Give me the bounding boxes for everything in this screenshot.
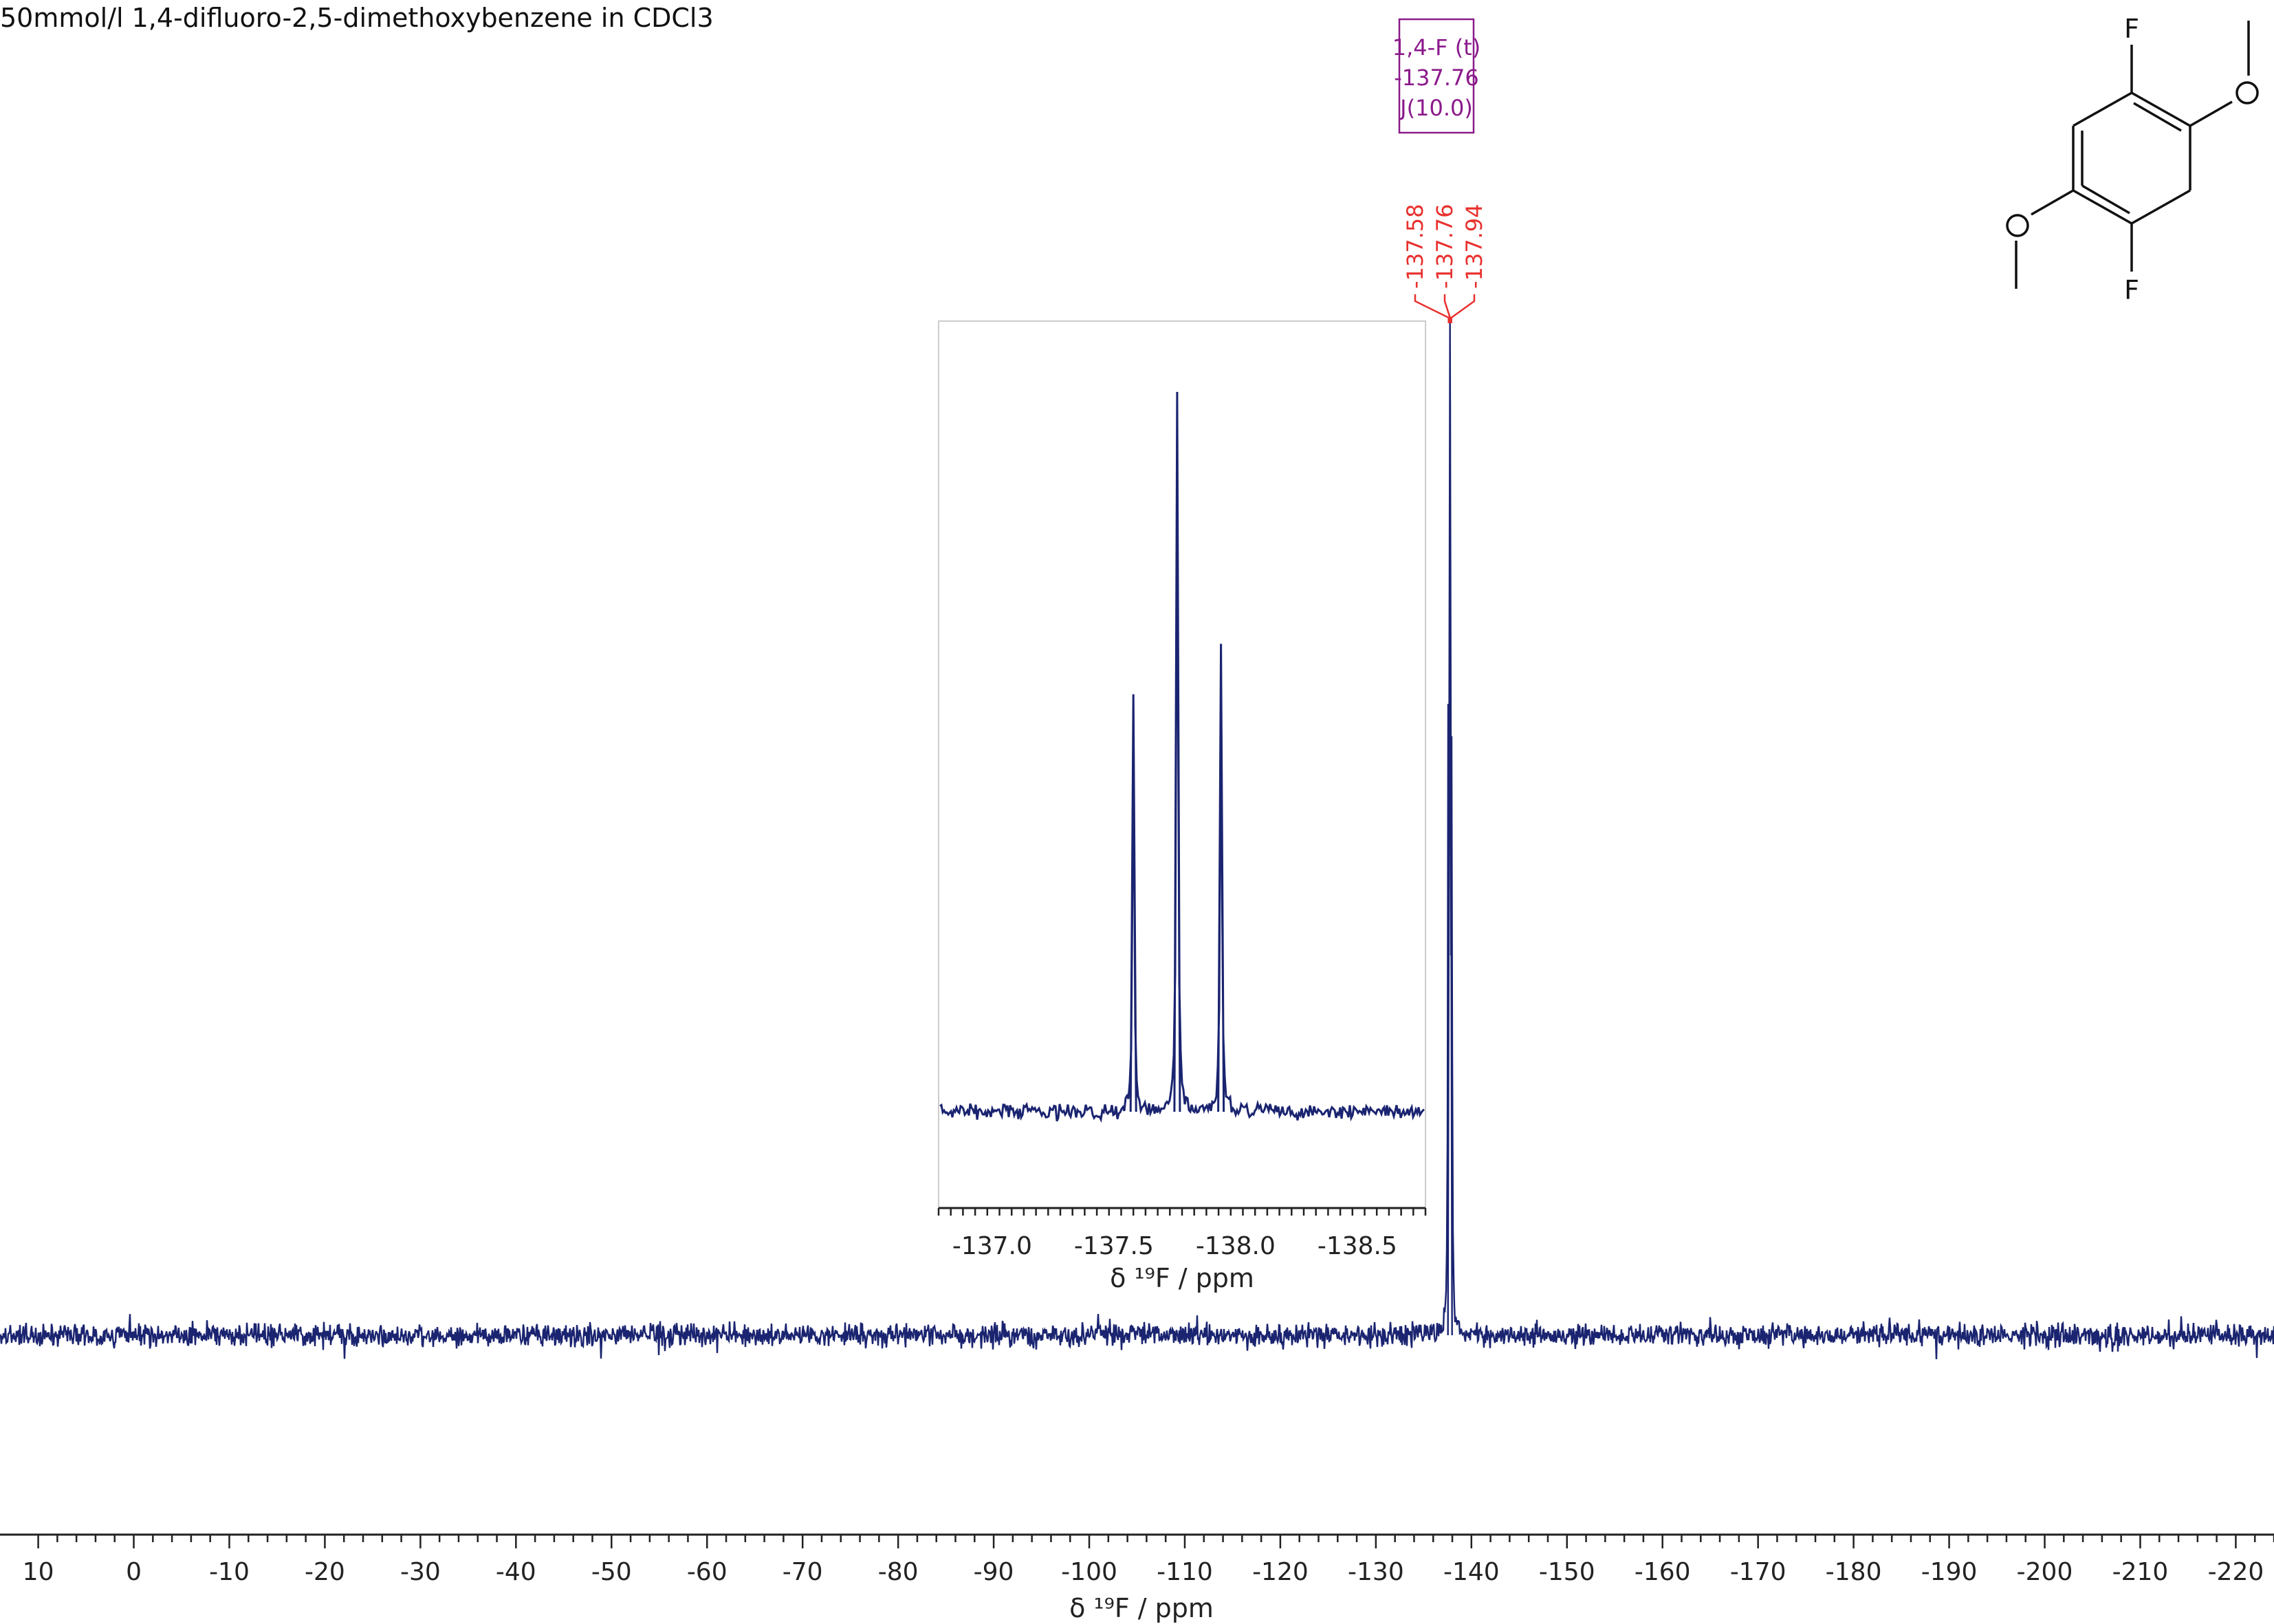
peak-label: -137.94 bbox=[1461, 204, 1487, 289]
x-tick-label: -10 bbox=[209, 1558, 250, 1586]
x-tick-label: -180 bbox=[1826, 1558, 1882, 1586]
oxygen-atom-bottom bbox=[2006, 214, 2029, 237]
inset-x-tick-label: -137.0 bbox=[952, 1232, 1032, 1260]
x-tick-label: -160 bbox=[1635, 1558, 1691, 1586]
inset-spectrum-line bbox=[939, 391, 1425, 1123]
fluorine-atom-bottom: F bbox=[2124, 275, 2139, 305]
x-tick-label: -120 bbox=[1252, 1558, 1309, 1586]
x-tick-label: -50 bbox=[591, 1558, 632, 1586]
x-tick-label: -70 bbox=[783, 1558, 823, 1586]
x-tick-label: 0 bbox=[126, 1558, 142, 1586]
x-tick-label: 10 bbox=[23, 1558, 54, 1586]
x-tick-label: -200 bbox=[2017, 1558, 2073, 1586]
ring-double-bond bbox=[2133, 102, 2182, 132]
inset-x-tick-label: -138.0 bbox=[1196, 1232, 1276, 1260]
ring-bond bbox=[2131, 189, 2191, 225]
multiplet-box bbox=[1398, 18, 1475, 134]
ring-bond bbox=[2131, 91, 2191, 127]
multiplet-annotation: 1,4-F (t) -137.76 J(10.0) bbox=[1392, 18, 1481, 134]
inset-x-tick-label: -138.5 bbox=[1318, 1232, 1397, 1260]
x-tick-label: -150 bbox=[1539, 1558, 1595, 1586]
x-tick-label: -190 bbox=[1921, 1558, 1978, 1586]
oxygen-atom-top bbox=[2235, 81, 2259, 105]
inset-x-ticks: -137.0 -137.5 -138.0 -138.5 bbox=[937, 1208, 1427, 1260]
main-x-axis-title: δ ¹⁹F / ppm bbox=[1069, 1593, 1214, 1623]
x-tick-label: -170 bbox=[1730, 1558, 1786, 1586]
c-o-bond bbox=[2031, 189, 2074, 216]
inset-plot: -137.0 -137.5 -138.0 -138.5 δ ¹⁹F / ppm bbox=[937, 320, 1427, 1293]
inset-x-tick-label: -137.5 bbox=[1074, 1232, 1154, 1260]
multiplet-shift: -137.76 bbox=[1394, 65, 1479, 91]
peak-labels: -137.58 -137.76 -137.94 bbox=[1402, 204, 1487, 323]
x-tick-label: -130 bbox=[1348, 1558, 1404, 1586]
x-tick-label: -90 bbox=[974, 1558, 1014, 1586]
x-tick-label: -210 bbox=[2112, 1558, 2169, 1586]
x-tick-label: -20 bbox=[305, 1558, 345, 1586]
spectrum-title: 50mmol/l 1,4-difluoro-2,5-dimethoxybenze… bbox=[0, 3, 714, 33]
peak-label: -137.58 bbox=[1402, 204, 1428, 289]
x-tick-label: -100 bbox=[1061, 1558, 1117, 1586]
multiplet-coupling: J(10.0) bbox=[1399, 95, 1473, 121]
peak-label-connector bbox=[1443, 294, 1451, 323]
x-tick-label: -60 bbox=[687, 1558, 728, 1586]
inset-x-axis-title: δ ¹⁹F / ppm bbox=[1110, 1263, 1254, 1293]
x-tick-label: -140 bbox=[1443, 1558, 1500, 1586]
ring-double-bond bbox=[2081, 184, 2130, 215]
peak-label-connector bbox=[1450, 294, 1476, 323]
x-tick-label: -110 bbox=[1157, 1558, 1213, 1586]
ring-bond bbox=[2073, 91, 2132, 127]
fluorine-atom-top: F bbox=[2124, 14, 2139, 44]
multiplet-assignment: 1,4-F (t) bbox=[1392, 34, 1481, 61]
x-tick-label: -80 bbox=[878, 1558, 919, 1586]
x-tick-label: -40 bbox=[496, 1558, 536, 1586]
molecule-structure bbox=[2015, 21, 2250, 289]
main-plot: 10 0 -10 -20 -30 -40 -50 -60 -70 -80 -90 -100 -110 -1… bbox=[0, 322, 2274, 1623]
peak-label: -137.76 bbox=[1432, 204, 1458, 289]
x-tick-label: -220 bbox=[2208, 1558, 2264, 1586]
main-x-ticks: 10 0 -10 -20 -30 -40 -50 -60 -70 -80 -90 -100 -110 -1… bbox=[23, 1535, 2274, 1586]
ring-bond bbox=[2073, 189, 2132, 225]
x-tick-label: -30 bbox=[400, 1558, 441, 1586]
inset-frame bbox=[938, 320, 1426, 1209]
c-o-bond bbox=[2189, 100, 2233, 127]
peak-label-connector bbox=[1414, 294, 1450, 323]
